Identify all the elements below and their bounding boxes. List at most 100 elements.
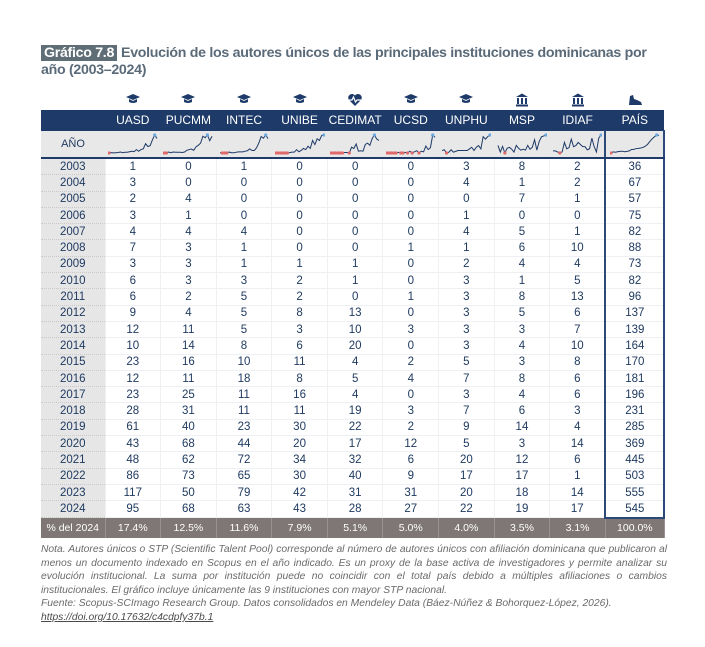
column-icon-cell bbox=[105, 92, 161, 110]
year-cell: 2016 bbox=[41, 370, 106, 388]
value-cell: 30 bbox=[271, 468, 328, 485]
value-cell: 19 bbox=[494, 500, 551, 519]
value-cell: 4 bbox=[327, 386, 384, 404]
value-cell: 22 bbox=[327, 419, 384, 437]
value-cell: 65 bbox=[216, 468, 273, 485]
share-value: 4.0% bbox=[438, 517, 495, 538]
value-cell: 9 bbox=[105, 305, 162, 322]
column-header-unibe: UNIBE bbox=[271, 110, 328, 131]
column-icon-cell bbox=[439, 92, 495, 110]
column-icon-cell bbox=[327, 92, 383, 110]
table-row: 2005 2 4 0 0 0 0 0 7 1 57 bbox=[41, 191, 666, 208]
value-cell: 5 bbox=[494, 305, 551, 322]
year-cell: 2020 bbox=[41, 435, 106, 453]
sparkline-cell bbox=[327, 130, 383, 159]
note-source: Fuente: Scopus-SCImago Research Group. D… bbox=[41, 598, 612, 610]
value-cell: 13 bbox=[327, 305, 384, 322]
value-cell: 2 bbox=[271, 288, 328, 306]
sparkline bbox=[330, 133, 380, 155]
figure-number-badge: Gráfico 7.8 bbox=[41, 45, 118, 61]
value-cell: 68 bbox=[160, 435, 217, 453]
value-cell: 63 bbox=[216, 500, 273, 519]
year-cell: 2014 bbox=[41, 337, 106, 355]
value-cell: 5 bbox=[327, 370, 384, 388]
year-cell: 2018 bbox=[41, 402, 106, 420]
sparkline-min-point bbox=[392, 151, 396, 155]
value-cell: 4 bbox=[160, 191, 217, 208]
value-cell: 196 bbox=[604, 386, 666, 404]
value-cell: 0 bbox=[271, 207, 328, 225]
value-cell: 4 bbox=[438, 174, 495, 192]
sparkline-min-point bbox=[280, 151, 285, 155]
column-icon-cell bbox=[272, 92, 328, 110]
value-cell: 36 bbox=[604, 158, 666, 176]
sparkline-cell bbox=[549, 130, 606, 159]
value-cell: 3 bbox=[160, 239, 217, 257]
sparkline-min-point bbox=[278, 151, 282, 155]
sparkline-min-point bbox=[405, 151, 409, 155]
value-cell: 4 bbox=[438, 223, 495, 241]
table-row: 2018 28 31 11 11 19 3 7 6 3 231 bbox=[41, 402, 666, 420]
doi-link[interactable]: https://doi.org/10.17632/c4cdpfy37b.1 bbox=[41, 611, 214, 623]
column-header-unphu: UNPHU bbox=[438, 110, 495, 131]
value-cell: 3 bbox=[105, 256, 162, 274]
value-cell: 3 bbox=[105, 174, 162, 192]
sparkline-min-point bbox=[276, 151, 280, 155]
value-cell: 3 bbox=[438, 305, 495, 322]
value-cell: 445 bbox=[604, 451, 666, 469]
value-cell: 44 bbox=[216, 435, 273, 453]
value-cell: 10 bbox=[105, 337, 162, 355]
value-cell: 6 bbox=[494, 402, 551, 420]
graduation-cap-icon bbox=[292, 94, 307, 103]
value-cell: 7 bbox=[438, 402, 495, 420]
sparkline-line bbox=[219, 134, 269, 154]
value-cell: 5 bbox=[494, 223, 551, 241]
year-cell: 2003 bbox=[41, 158, 106, 176]
value-cell: 1 bbox=[216, 158, 273, 176]
sparkline bbox=[385, 133, 436, 155]
sparkline-min-point bbox=[503, 151, 507, 155]
value-cell: 18 bbox=[216, 370, 273, 388]
value-cell: 8 bbox=[271, 370, 328, 388]
sparkline-min-point bbox=[165, 151, 169, 155]
icon-row bbox=[41, 92, 664, 110]
year-cell: 2015 bbox=[41, 354, 106, 371]
sparkline-cell bbox=[160, 130, 217, 159]
value-cell: 8 bbox=[549, 354, 606, 371]
value-cell: 12 bbox=[105, 370, 162, 388]
sparkline-min-point bbox=[331, 151, 336, 155]
sparkline bbox=[497, 133, 547, 155]
value-cell: 13 bbox=[549, 288, 606, 306]
value-cell: 14 bbox=[494, 419, 551, 437]
value-cell: 32 bbox=[327, 451, 384, 469]
value-cell: 4 bbox=[494, 256, 551, 274]
value-cell: 1 bbox=[216, 256, 273, 274]
year-cell: 2013 bbox=[41, 321, 106, 339]
value-cell: 11 bbox=[216, 386, 273, 404]
value-cell: 6 bbox=[494, 239, 551, 257]
column-icon-cell bbox=[383, 92, 439, 110]
figure-title-text: Evolución de los autores únicos de las p… bbox=[41, 45, 647, 78]
value-cell: 1 bbox=[494, 272, 551, 290]
value-cell: 3 bbox=[549, 402, 606, 420]
sparkline-line bbox=[553, 134, 602, 154]
value-cell: 8 bbox=[494, 158, 551, 176]
value-cell: 0 bbox=[327, 174, 384, 192]
value-cell: 5 bbox=[216, 288, 273, 306]
sparkline-min-point bbox=[417, 151, 421, 155]
value-cell: 61 bbox=[105, 419, 162, 437]
value-cell: 6 bbox=[549, 370, 606, 388]
value-cell: 25 bbox=[160, 386, 217, 404]
value-cell: 10 bbox=[216, 354, 273, 371]
value-cell: 1 bbox=[438, 207, 495, 225]
sparkline bbox=[219, 133, 269, 155]
value-cell: 3 bbox=[105, 207, 162, 225]
value-cell: 67 bbox=[604, 174, 666, 192]
sparkline-max-point bbox=[373, 133, 377, 137]
value-cell: 20 bbox=[438, 451, 495, 469]
value-cell: 43 bbox=[271, 500, 328, 519]
value-cell: 16 bbox=[271, 386, 328, 404]
sparkline-min-point bbox=[336, 151, 340, 155]
sparkline-max-point bbox=[599, 133, 603, 137]
value-cell: 50 bbox=[160, 484, 217, 502]
